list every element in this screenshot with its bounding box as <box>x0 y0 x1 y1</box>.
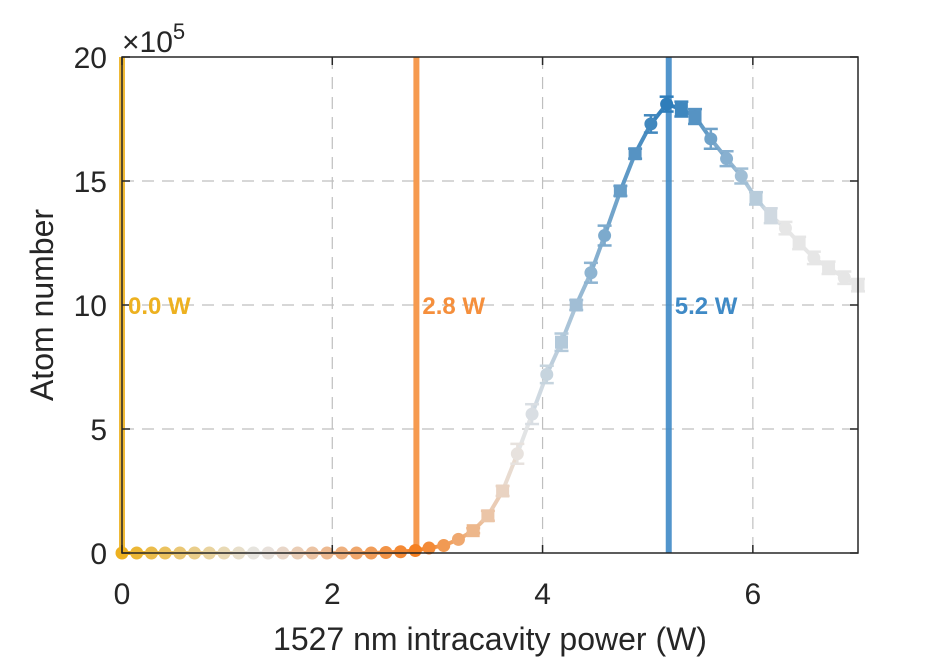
y-tick-label: 0 <box>90 538 107 571</box>
y-tick-label: 5 <box>90 414 107 447</box>
data-point-circle <box>540 367 554 381</box>
data-point-circle <box>644 117 658 131</box>
power-marker-label: 0.0 W <box>128 293 191 320</box>
data-point-circle <box>525 407 539 421</box>
data-point-circle <box>660 97 674 111</box>
axes-frame <box>121 56 859 554</box>
data-point-circle <box>704 132 718 146</box>
data-point-square <box>688 110 702 124</box>
data-point-square <box>822 261 836 275</box>
grid-lines <box>122 57 858 553</box>
data-point-square <box>674 102 688 116</box>
series-line-segment <box>515 412 535 456</box>
data-point-circle <box>510 447 524 461</box>
x-axis-label: 1527 nm intracavity power (W) <box>273 621 707 657</box>
x-tick-label: 2 <box>324 578 341 611</box>
series-line-segment <box>530 372 549 417</box>
x-tick-label: 4 <box>534 578 551 611</box>
series-line-segment <box>588 233 607 275</box>
data-point-circle <box>422 541 436 555</box>
series-line-segment <box>602 188 623 238</box>
power-marker-labels: 0.0 W 2.8 W 5.2 W <box>128 293 738 320</box>
data-point-square <box>764 209 778 223</box>
tick-labels: 0 2 4 6 0 5 10 15 20 <box>74 42 762 611</box>
x-tick-label: 0 <box>114 578 131 611</box>
y-tick-label: 10 <box>74 290 107 323</box>
data-point-circle <box>778 221 792 235</box>
data-point-square <box>466 524 480 538</box>
y-axis-label: Atom number <box>24 209 60 401</box>
data-point-circle <box>584 266 598 280</box>
data-point-circle <box>408 544 422 558</box>
data-point-square <box>792 236 806 250</box>
data-point-square <box>569 298 583 312</box>
data-point-square <box>749 191 763 205</box>
data-point-square <box>481 509 495 523</box>
data-point-square <box>628 147 642 161</box>
power-marker-label: 5.2 W <box>675 293 738 320</box>
data-point-circle <box>394 545 408 559</box>
y-tick-label: 15 <box>74 166 107 199</box>
power-marker-label: 2.8 W <box>422 293 485 320</box>
data-point-square <box>613 184 627 198</box>
x-tick-label: 6 <box>745 578 762 611</box>
data-point-square <box>496 484 510 498</box>
data-point-circle <box>598 229 612 243</box>
data-point-circle <box>720 152 734 166</box>
data-point-circle <box>734 169 748 183</box>
data-point-circle <box>807 251 821 265</box>
data-point-square <box>554 335 568 349</box>
y-tick-label: 20 <box>74 42 107 75</box>
data-point-circle <box>451 532 465 546</box>
scale-factor-label: ×105 <box>122 19 185 59</box>
data-point-circle <box>837 271 851 285</box>
data-point-circle <box>437 539 451 553</box>
